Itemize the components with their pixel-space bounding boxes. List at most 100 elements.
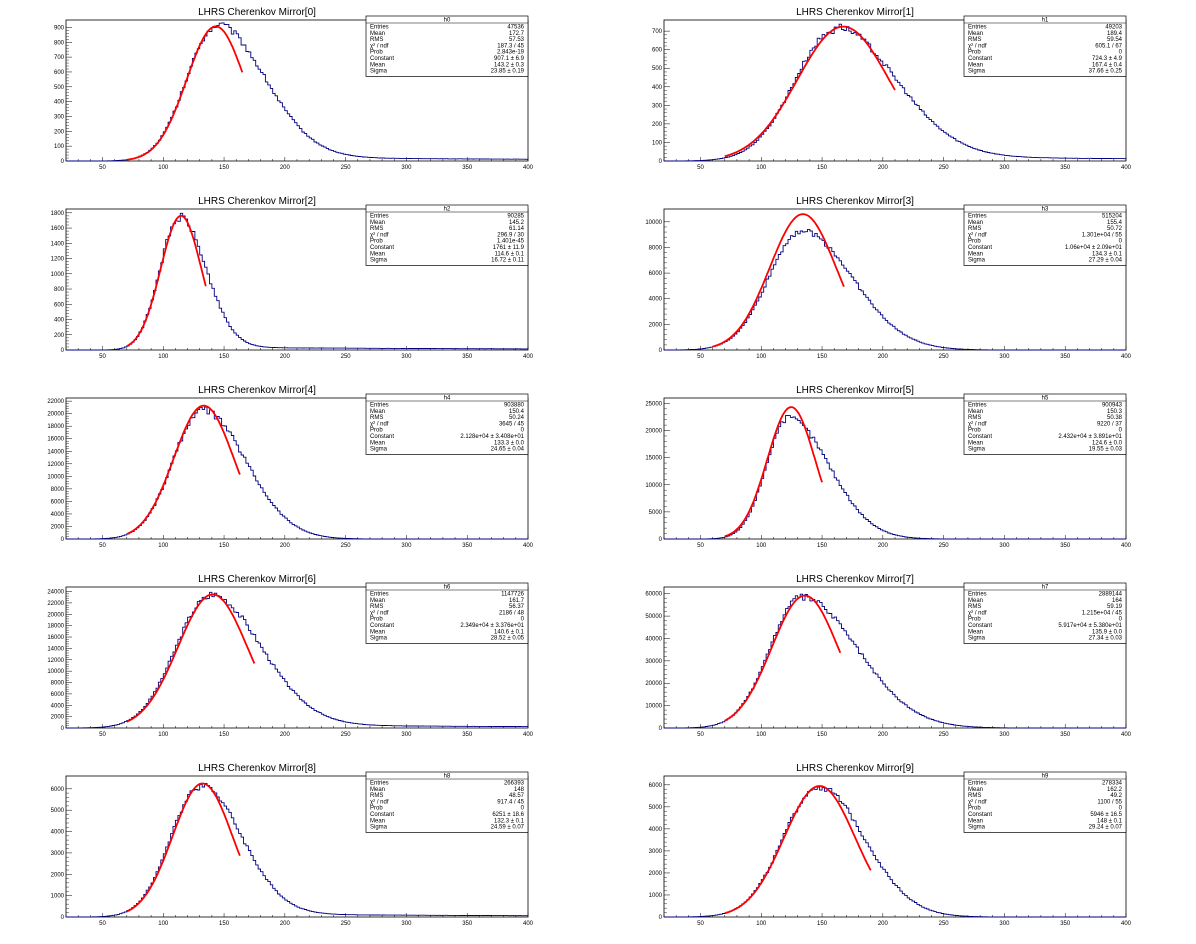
histogram-series — [664, 414, 1126, 540]
stats-histogram-name: h4 — [444, 396, 451, 402]
x-tick-label: 200 — [878, 732, 889, 738]
stats-label: χ² / ndf — [968, 610, 987, 616]
x-tick-label: 350 — [1060, 165, 1071, 171]
y-tick-label: 18000 — [47, 624, 64, 630]
stats-value: 16.72 ± 0.11 — [491, 258, 525, 264]
y-tick-label: 0 — [61, 915, 65, 921]
stats-label: Sigma — [968, 258, 986, 264]
stats-label: RMS — [968, 793, 981, 799]
panel-title: LHRS Cherenkov Mirror[2] — [198, 196, 316, 207]
stats-label: χ² / ndf — [370, 43, 389, 49]
panel-title: LHRS Cherenkov Mirror[6] — [198, 574, 316, 585]
stats-histogram-name: h0 — [444, 18, 451, 24]
stats-value: 114.6 ± 0.1 — [494, 251, 524, 257]
y-tick-label: 0 — [659, 726, 663, 732]
stats-label: Constant — [968, 56, 992, 62]
y-tick-label: 6000 — [51, 787, 65, 793]
histogram-panel: LHRS Cherenkov Mirror[8] 50 100 150 200 250 30… — [51, 763, 534, 927]
stats-value: 0 — [1119, 50, 1123, 56]
x-tick-label: 400 — [1121, 165, 1132, 171]
stats-value: 2889144 — [1099, 592, 1123, 598]
gaussian-fit-curve — [724, 785, 872, 915]
stats-value: 27.29 ± 0.04 — [1089, 258, 1123, 264]
gaussian-fit-curve — [126, 782, 241, 913]
stats-value: 50.24 — [509, 415, 525, 421]
x-tick-label: 150 — [219, 165, 230, 171]
panel-title: LHRS Cherenkov Mirror[1] — [796, 7, 914, 18]
y-tick-label: 4000 — [51, 512, 65, 518]
x-tick-label: 300 — [999, 732, 1010, 738]
y-tick-label: 10000 — [645, 483, 662, 489]
stats-value: 2.349e+04 ± 3.376e+01 — [460, 623, 524, 629]
y-tick-label: 800 — [54, 40, 65, 46]
y-tick-label: 2000 — [649, 322, 663, 328]
histogram-panel: LHRS Cherenkov Mirror[7] 50 100 150 200 250 30… — [645, 574, 1131, 738]
stats-value: 24.65 ± 0.04 — [491, 447, 525, 453]
x-tick-label: 250 — [341, 732, 352, 738]
x-tick-label: 400 — [1121, 921, 1132, 927]
stats-value: 0 — [521, 428, 525, 434]
stats-value: 2.128e+04 ± 3.408e+01 — [460, 434, 524, 440]
stats-label: Prob — [370, 806, 383, 812]
gaussian-fit-curve — [126, 593, 256, 723]
x-tick-label: 250 — [341, 921, 352, 927]
stats-histogram-name: h2 — [444, 207, 451, 213]
stats-value: 48.57 — [509, 793, 525, 799]
stats-label: Constant — [370, 812, 394, 818]
x-tick-label: 350 — [1060, 921, 1071, 927]
y-tick-label: 16000 — [47, 635, 64, 641]
panel-title: LHRS Cherenkov Mirror[3] — [796, 196, 914, 207]
stats-label: Mean — [370, 409, 385, 415]
stats-value: 1.06e+04 ± 2.09e+01 — [1065, 245, 1123, 251]
y-tick-label: 700 — [54, 55, 65, 61]
stats-label: Constant — [968, 623, 992, 629]
stats-label: Prob — [370, 428, 383, 434]
stats-box — [365, 393, 529, 455]
stats-value: 1147726 — [501, 592, 525, 598]
stats-value: 903880 — [504, 403, 525, 409]
stats-value: 59.54 — [1107, 37, 1123, 43]
y-tick-label: 0 — [61, 159, 65, 165]
x-tick-label: 200 — [878, 165, 889, 171]
stats-value: 1.215e+04 / 45 — [1082, 610, 1123, 616]
y-tick-label: 8000 — [51, 681, 65, 687]
histogram-series — [66, 591, 528, 729]
histogram-panel: LHRS Cherenkov Mirror[5] 50 100 150 200 250 30… — [645, 385, 1131, 549]
stats-label: Constant — [370, 56, 394, 62]
x-tick-label: 100 — [756, 354, 767, 360]
x-tick-label: 200 — [280, 165, 291, 171]
stats-label: Constant — [968, 434, 992, 440]
y-tick-label: 600 — [652, 48, 663, 54]
stats-label: χ² / ndf — [370, 610, 389, 616]
x-tick-label: 150 — [219, 543, 230, 549]
x-tick-label: 350 — [462, 543, 473, 549]
x-tick-label: 50 — [697, 732, 704, 738]
x-tick-label: 50 — [99, 354, 106, 360]
stats-label: Constant — [968, 812, 992, 818]
x-tick-label: 400 — [523, 354, 534, 360]
x-tick-label: 200 — [878, 921, 889, 927]
stats-label: Mean — [968, 787, 983, 793]
y-tick-label: 500 — [54, 85, 65, 91]
y-tick-label: 25000 — [645, 401, 662, 407]
stats-label: Entries — [968, 781, 987, 787]
x-tick-label: 400 — [523, 921, 534, 927]
y-tick-label: 800 — [54, 287, 65, 293]
y-tick-label: 16000 — [47, 437, 64, 443]
stats-label: χ² / ndf — [370, 421, 389, 427]
stats-value: 0 — [1119, 806, 1123, 812]
stats-value: 37.66 ± 0.25 — [1089, 69, 1123, 75]
y-tick-label: 8000 — [649, 245, 663, 251]
stats-label: Mean — [968, 409, 983, 415]
x-tick-label: 200 — [280, 543, 291, 549]
stats-label: Entries — [968, 25, 987, 31]
y-tick-label: 400 — [54, 100, 65, 106]
x-tick-label: 250 — [939, 354, 950, 360]
stats-label: Prob — [968, 806, 981, 812]
y-tick-label: 4000 — [649, 297, 663, 303]
gaussian-fit-curve — [126, 25, 244, 161]
x-tick-label: 150 — [219, 732, 230, 738]
stats-value: 59.19 — [1107, 604, 1123, 610]
y-tick-label: 10000 — [645, 704, 662, 710]
stats-label: Constant — [370, 434, 394, 440]
